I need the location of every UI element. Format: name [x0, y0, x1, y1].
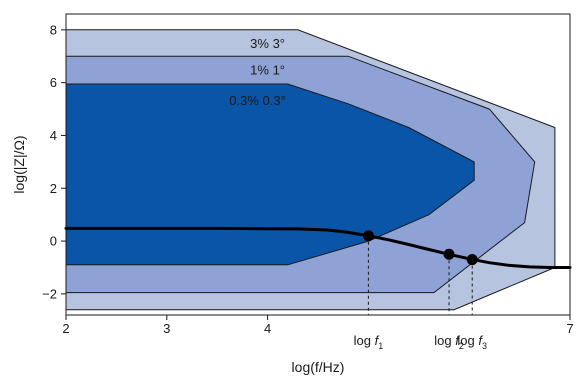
band-label-0-3pct: 0.3% 0.3° — [229, 93, 286, 108]
frequency-marker — [362, 230, 374, 242]
frequency-label-3: log f3 — [457, 333, 487, 351]
y-tick-label: 0 — [50, 234, 57, 249]
x-axis-label: log(f/Hz) — [292, 359, 345, 375]
frequency-label-2: log f2 — [434, 333, 464, 351]
frequency-label-1: log f1 — [354, 333, 384, 351]
x-axis-ticks: 2 3 4 7 — [62, 315, 574, 336]
x-tick-label: 2 — [62, 321, 69, 336]
impedance-curve-layer — [64, 226, 572, 269]
y-tick-label: −2 — [42, 286, 57, 301]
x-tick-label: 3 — [163, 321, 170, 336]
y-tick-label: 8 — [50, 22, 57, 37]
y-axis-ticks: 8 6 4 2 0 −2 — [42, 22, 66, 301]
accuracy-regions — [65, 29, 556, 311]
band-labels: 3% 3° 1% 1° 0.3% 0.3° — [229, 36, 286, 108]
band-label-1pct: 1% 1° — [250, 62, 285, 77]
frequency-guides — [367, 235, 473, 315]
band-label-3pct: 3% 3° — [250, 36, 285, 51]
x-tick-label: 7 — [566, 321, 573, 336]
y-axis-label: log(|Z|/Ω) — [11, 135, 27, 193]
region-0-3pct — [65, 83, 475, 266]
y-tick-label: 4 — [50, 128, 57, 143]
x-tick-label: 4 — [264, 321, 271, 336]
plot-frame — [65, 13, 571, 316]
y-tick-label: 2 — [50, 181, 57, 196]
y-tick-label: 6 — [50, 75, 57, 90]
frequency-marker — [443, 248, 455, 260]
impedance-curve — [64, 226, 572, 269]
frequency-marker — [466, 254, 478, 266]
